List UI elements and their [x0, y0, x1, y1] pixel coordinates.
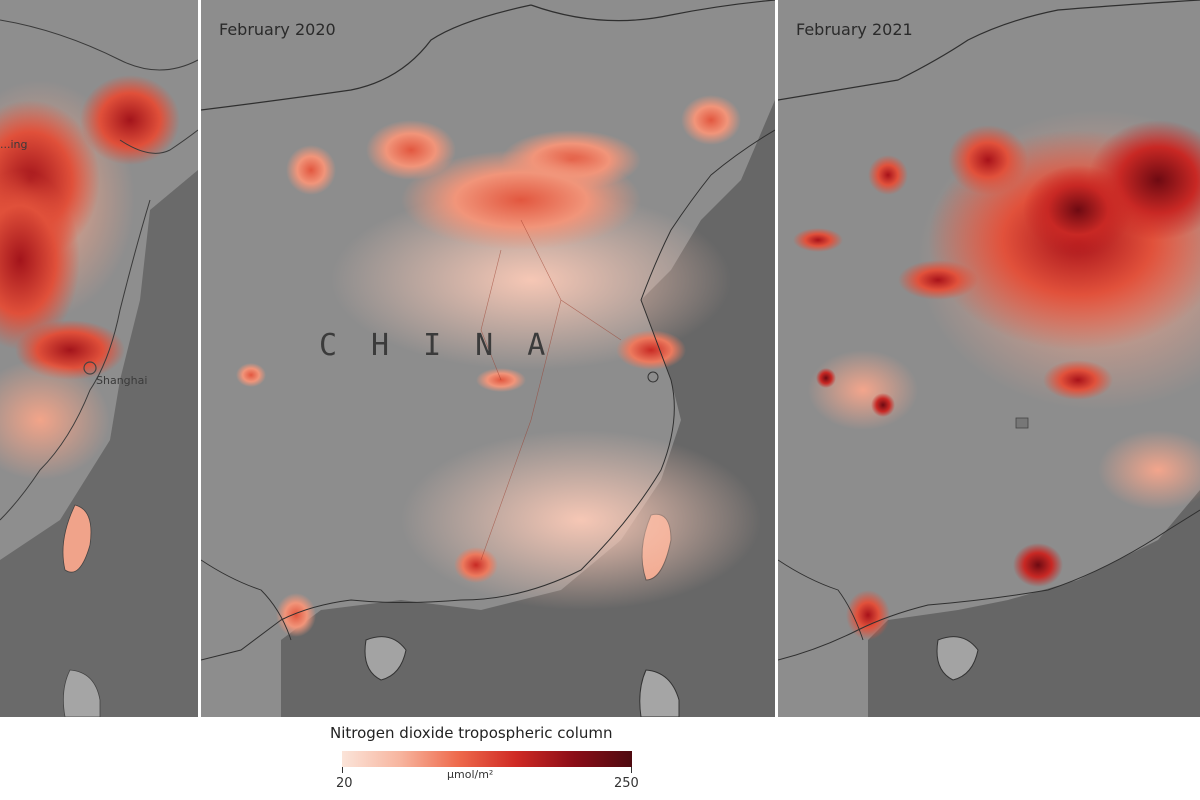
map-panel-2-graphic [201, 0, 775, 717]
legend-min-label: 20 [336, 776, 353, 791]
map-panel-3-graphic [778, 0, 1200, 717]
map-panel-1-graphic [0, 0, 198, 717]
map-panel-february-2020: February 2020 CHINA [201, 0, 775, 717]
panel-title-february-2020: February 2020 [219, 20, 336, 39]
legend-color-bar [342, 751, 632, 767]
map-panel-february-2021: February 2021 [778, 0, 1200, 717]
legend-tick-max [631, 767, 632, 773]
country-label-china: CHINA [319, 328, 580, 363]
map-panel-january: ...ing Shanghai [0, 0, 198, 717]
city-label-beijing: ...ing [0, 138, 28, 151]
legend-tick-min [342, 767, 343, 773]
panel-separator [198, 0, 201, 717]
panel-separator [775, 0, 778, 717]
legend-unit-label: µmol/m² [447, 768, 494, 781]
panel-title-february-2021: February 2021 [796, 20, 913, 39]
city-label-shanghai: Shanghai [96, 374, 148, 387]
legend-title: Nitrogen dioxide tropospheric column [330, 724, 613, 742]
legend-max-label: 250 [614, 776, 639, 791]
